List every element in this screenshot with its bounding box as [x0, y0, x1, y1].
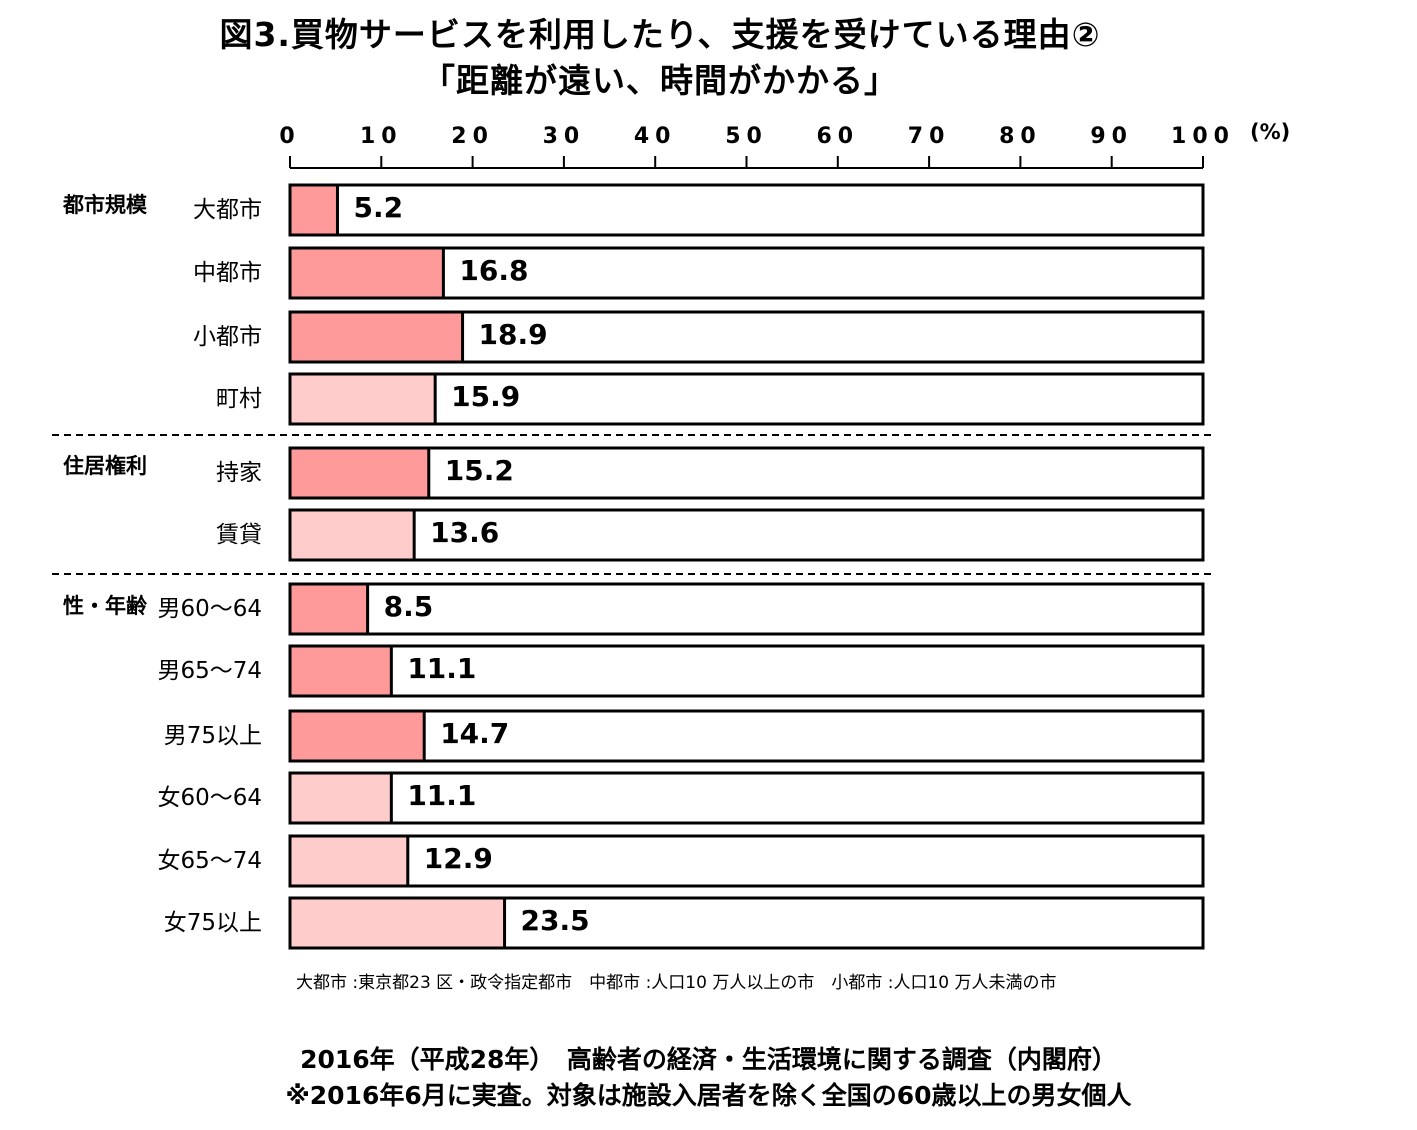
bar	[288, 183, 339, 237]
bar	[288, 896, 507, 950]
bar	[288, 771, 393, 825]
bar-track	[288, 508, 1205, 562]
x-tick-label: 40	[634, 124, 677, 149]
bar	[288, 310, 465, 364]
data-label: 18.9	[479, 318, 548, 351]
data-label: 15.2	[445, 454, 514, 487]
unit-label: (%)	[1250, 120, 1290, 144]
bar	[288, 246, 445, 300]
data-label: 15.9	[451, 380, 520, 413]
data-label: 16.8	[459, 254, 528, 287]
category-label: 町村	[216, 386, 262, 412]
data-label: 13.6	[430, 516, 499, 549]
bar-track	[288, 582, 1205, 636]
x-tick-label: 0	[279, 124, 300, 149]
chart-subtitle: 「距離が遠い、時間がかかる」	[422, 61, 898, 100]
bar-track	[288, 834, 1205, 888]
data-label: 5.2	[353, 191, 403, 224]
category-label: 中都市	[193, 260, 262, 286]
category-label: 男60～64	[157, 596, 262, 622]
bar	[288, 644, 393, 698]
x-tick-label: 20	[451, 124, 494, 149]
bar-track	[288, 709, 1205, 763]
x-tick-label: 100	[1171, 124, 1235, 149]
bar-track	[288, 183, 1205, 237]
category-label: 女60～64	[157, 785, 262, 811]
data-label: 14.7	[440, 717, 509, 750]
data-label: 12.9	[424, 842, 493, 875]
chart-title: 図3.買物サービスを利用したり、支援を受けている理由②	[219, 15, 1101, 54]
x-tick-label: 10	[360, 124, 403, 149]
data-label: 11.1	[407, 779, 476, 812]
category-label: 小都市	[193, 324, 262, 350]
bar-chart: 0 10 20 30 40 50 60 70 80 90 100 (%) 都市規模 大都市 5.2 中都市 16…	[52, 120, 1290, 950]
group-label: 都市規模	[62, 193, 148, 217]
bar-track	[288, 771, 1205, 825]
bar	[288, 372, 437, 426]
category-label: 持家	[216, 460, 262, 486]
group-label: 性・年齢	[63, 594, 148, 618]
data-label: 11.1	[407, 652, 476, 685]
footnote: 大都市 :東京都23 区・政令指定都市 中都市 :人口10 万人以上の市 小都市…	[296, 973, 1057, 993]
x-tick-label: 50	[725, 124, 768, 149]
x-tick-label: 80	[999, 124, 1042, 149]
x-tick-label: 30	[543, 124, 586, 149]
data-label: 8.5	[384, 590, 434, 623]
category-label: 女65～74	[157, 848, 262, 874]
bar	[288, 508, 416, 562]
bar	[288, 582, 370, 636]
category-label: 賃貸	[216, 522, 262, 548]
bar-track	[288, 446, 1205, 500]
bar	[288, 446, 431, 500]
category-label: 大都市	[193, 197, 262, 223]
source-note: ※2016年6月に実査。対象は施設入居者を除く全国の60歳以上の男女個人	[285, 1081, 1132, 1110]
x-tick-label: 60	[816, 124, 859, 149]
x-tick-label: 90	[1090, 124, 1133, 149]
bar	[288, 834, 410, 888]
group-label: 住居権利	[63, 454, 147, 478]
bar-track	[288, 372, 1205, 426]
category-label: 男75以上	[164, 723, 262, 749]
data-label: 23.5	[521, 904, 590, 937]
category-label: 男65～74	[157, 658, 262, 684]
x-tick-label: 70	[908, 124, 951, 149]
source-line: 2016年（平成28年） 高齢者の経済・生活環境に関する調査（内閣府）	[300, 1045, 1117, 1074]
bar	[288, 709, 426, 763]
category-label: 女75以上	[164, 910, 262, 936]
